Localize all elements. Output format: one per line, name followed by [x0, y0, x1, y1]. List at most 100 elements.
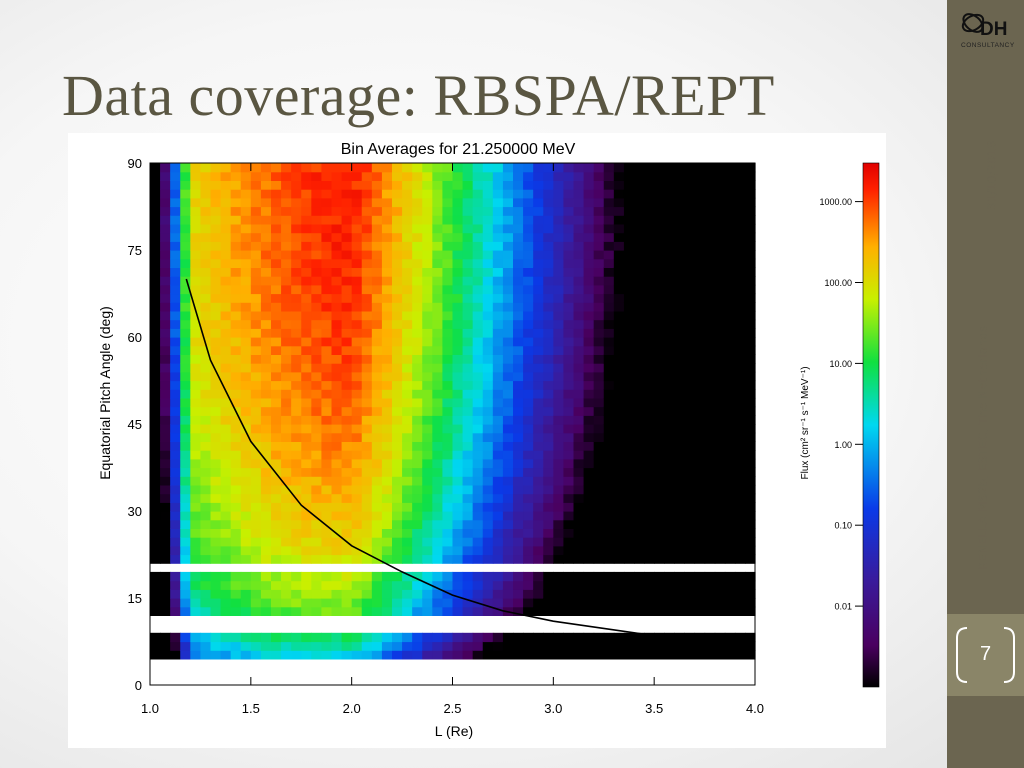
heatmap-cell	[180, 328, 191, 338]
heatmap-cell	[684, 432, 696, 442]
heatmap-cell	[150, 397, 161, 408]
heatmap-cell	[523, 354, 534, 364]
heatmap-cell	[543, 554, 554, 564]
heatmap-cell	[714, 371, 726, 382]
heatmap-cell	[482, 241, 494, 251]
heatmap-cell	[674, 206, 686, 216]
heatmap-cell	[724, 319, 736, 329]
heatmap-cell	[644, 293, 655, 303]
heatmap-cell	[724, 580, 736, 590]
heatmap-cell	[422, 328, 433, 338]
heatmap-cell	[240, 511, 252, 521]
heatmap-cell	[472, 206, 484, 216]
heatmap-cell	[271, 458, 282, 469]
heatmap-cell	[674, 180, 686, 190]
heatmap-cell	[250, 641, 262, 651]
heatmap-cell	[150, 424, 161, 434]
heatmap-cell	[664, 641, 675, 651]
heatmap-cell	[170, 363, 181, 373]
heatmap-cell	[371, 250, 383, 260]
heatmap-cell	[472, 371, 484, 382]
heatmap-cell	[422, 189, 433, 199]
heatmap-cell	[250, 267, 262, 277]
heatmap-cell	[180, 650, 191, 660]
heatmap-cell	[634, 380, 645, 390]
heatmap-cell	[311, 197, 323, 208]
heatmap-cell	[361, 189, 373, 199]
heatmap-cell	[371, 197, 383, 208]
colorbar-tick-label: 0.01	[834, 602, 852, 612]
heatmap-cell	[513, 571, 524, 582]
heatmap-cell	[573, 250, 585, 260]
heatmap-cell	[563, 484, 575, 495]
heatmap-cell	[160, 197, 171, 208]
heatmap-cell	[422, 163, 433, 173]
heatmap-cell	[170, 580, 181, 590]
heatmap-cell	[351, 232, 363, 242]
heatmap-cell	[240, 180, 252, 190]
heatmap-cell	[714, 276, 726, 286]
heatmap-cell	[684, 415, 696, 425]
heatmap-cell	[462, 267, 474, 277]
heatmap-cell	[563, 589, 575, 599]
page-number-box: 7	[947, 614, 1024, 696]
heatmap-cell	[240, 215, 252, 225]
heatmap-cell	[533, 397, 544, 408]
heatmap-cell	[442, 484, 454, 495]
heatmap-cell	[392, 632, 403, 643]
heatmap-cell	[160, 528, 171, 538]
heatmap-cell	[704, 406, 716, 416]
heatmap-cell	[351, 310, 363, 321]
heatmap-cell	[563, 206, 575, 216]
heatmap-cell	[361, 215, 373, 225]
heatmap-cell	[573, 206, 585, 216]
heatmap-cell	[613, 641, 625, 651]
heatmap-cell	[513, 302, 524, 312]
heatmap-cell	[482, 319, 494, 329]
heatmap-cell	[240, 371, 252, 382]
heatmap-cell	[704, 511, 716, 521]
heatmap-cell	[613, 606, 625, 616]
heatmap-cell	[351, 354, 363, 364]
heatmap-cell	[704, 467, 716, 477]
heatmap-cell	[180, 223, 191, 234]
heatmap-cell	[432, 389, 444, 399]
heatmap-cell	[462, 598, 474, 608]
heatmap-cell	[170, 258, 181, 268]
heatmap-cell	[180, 502, 191, 512]
heatmap-cell	[311, 554, 323, 564]
heatmap-cell	[472, 380, 484, 390]
heatmap-cell	[250, 406, 262, 416]
heatmap-cell	[341, 554, 353, 564]
heatmap-cell	[412, 441, 423, 451]
heatmap-cell	[674, 232, 686, 242]
heatmap-cell	[432, 511, 444, 521]
heatmap-cell	[361, 371, 373, 382]
heatmap-cell	[502, 319, 514, 329]
heatmap-cell	[613, 598, 625, 608]
heatmap-cell	[714, 267, 726, 277]
heatmap-cell	[220, 206, 232, 216]
heatmap-cell	[321, 406, 333, 416]
heatmap-cell	[533, 171, 544, 181]
heatmap-cell	[634, 171, 645, 181]
heatmap-cell	[593, 371, 605, 382]
heatmap-cell	[644, 302, 655, 312]
heatmap-cell	[492, 415, 504, 425]
heatmap-cell	[361, 267, 373, 277]
heatmap-cell	[502, 528, 514, 538]
heatmap-cell	[563, 458, 575, 469]
heatmap-cell	[311, 380, 323, 390]
heatmap-cell	[523, 580, 534, 590]
heatmap-cell	[250, 163, 262, 173]
heatmap-cell	[422, 232, 433, 242]
heatmap-cell	[210, 241, 222, 251]
heatmap-cell	[573, 180, 585, 190]
heatmap-cell	[150, 389, 161, 399]
heatmap-cell	[301, 241, 312, 251]
heatmap-cell	[442, 241, 454, 251]
heatmap-cell	[563, 328, 575, 338]
heatmap-cell	[371, 458, 383, 469]
heatmap-cell	[714, 458, 726, 469]
